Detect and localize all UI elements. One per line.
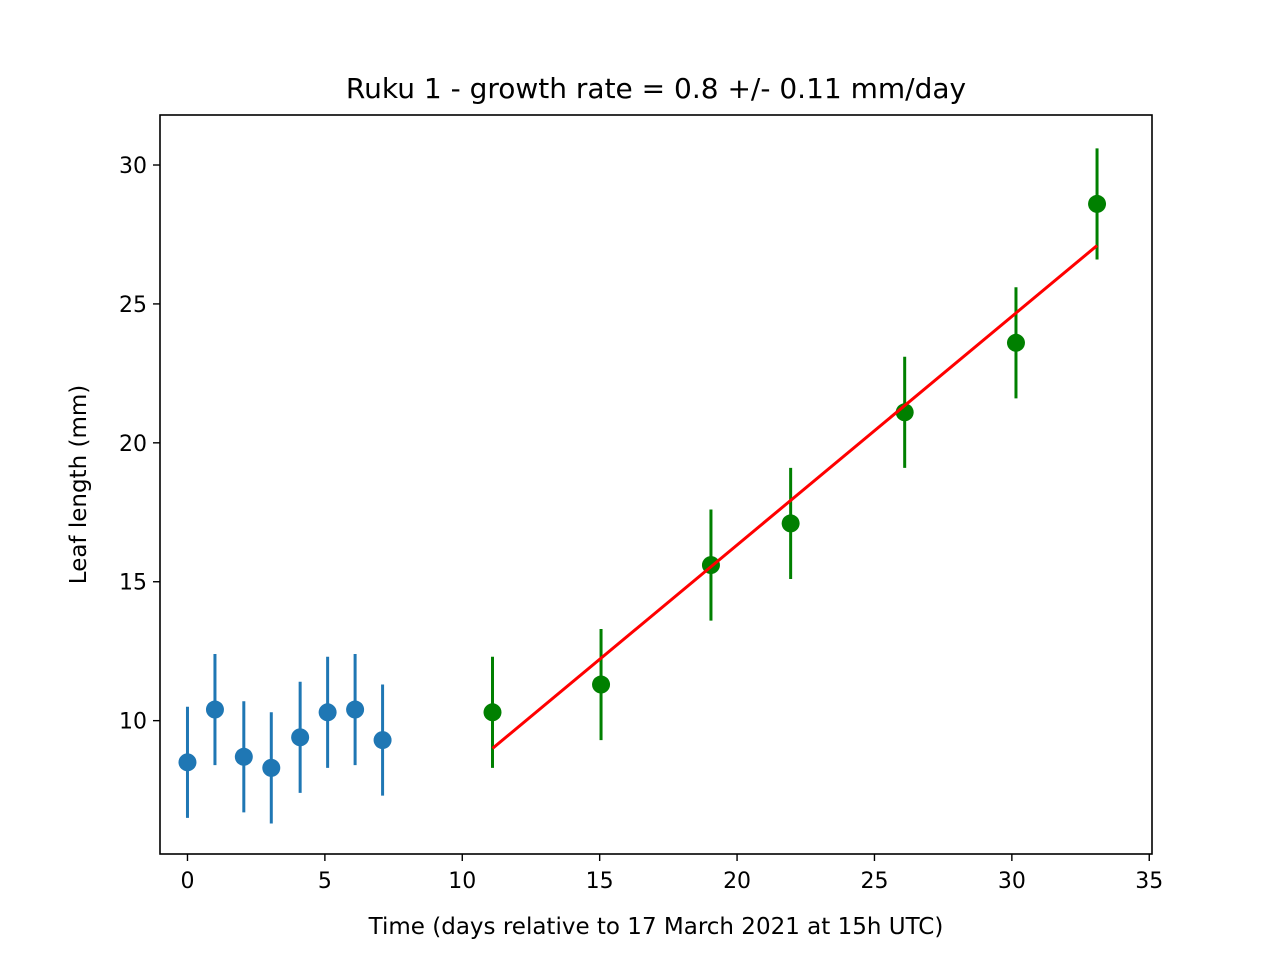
data-point-series-1 bbox=[262, 758, 281, 777]
x-tick-label: 10 bbox=[448, 869, 476, 894]
data-point-series-1 bbox=[318, 703, 337, 722]
y-axis-ticks: 10 15 20 25 30 bbox=[119, 154, 160, 735]
fit-line bbox=[491, 244, 1099, 750]
data-point-series-2 bbox=[483, 703, 502, 722]
data-point-series-2 bbox=[1088, 194, 1107, 213]
chart-title: Ruku 1 - growth rate = 0.8 +/- 0.11 mm/d… bbox=[346, 72, 966, 105]
data-point-series-2 bbox=[1006, 333, 1025, 352]
y-axis-label: Leaf length (mm) bbox=[66, 385, 92, 584]
x-tick-label: 20 bbox=[723, 869, 751, 894]
y-tick-label: 15 bbox=[119, 571, 147, 596]
data-point-series-1 bbox=[205, 700, 224, 719]
x-tick-label: 5 bbox=[318, 869, 332, 894]
x-tick-label: 35 bbox=[1135, 869, 1163, 894]
data-point-series-2 bbox=[781, 514, 800, 533]
x-tick-label: 0 bbox=[180, 869, 194, 894]
plot-area bbox=[178, 148, 1107, 824]
data-point-series-1 bbox=[291, 728, 310, 747]
x-axis-label: Time (days relative to 17 March 2021 at … bbox=[368, 914, 944, 940]
data-point-series-1 bbox=[234, 747, 253, 766]
x-tick-label: 15 bbox=[586, 869, 614, 894]
x-axis-ticks: 0 5 10 15 20 25 30 35 bbox=[180, 854, 1163, 894]
y-tick-label: 10 bbox=[119, 710, 147, 735]
data-point-series-2 bbox=[592, 675, 611, 694]
y-tick-label: 20 bbox=[119, 432, 147, 457]
x-tick-label: 30 bbox=[998, 869, 1026, 894]
data-point-series-1 bbox=[178, 753, 197, 772]
data-point-series-1 bbox=[373, 731, 392, 750]
x-tick-label: 25 bbox=[860, 869, 888, 894]
axes-frame bbox=[159, 114, 1153, 855]
data-point-series-1 bbox=[346, 700, 365, 719]
y-tick-label: 25 bbox=[119, 293, 147, 318]
y-tick-label: 30 bbox=[119, 154, 147, 179]
